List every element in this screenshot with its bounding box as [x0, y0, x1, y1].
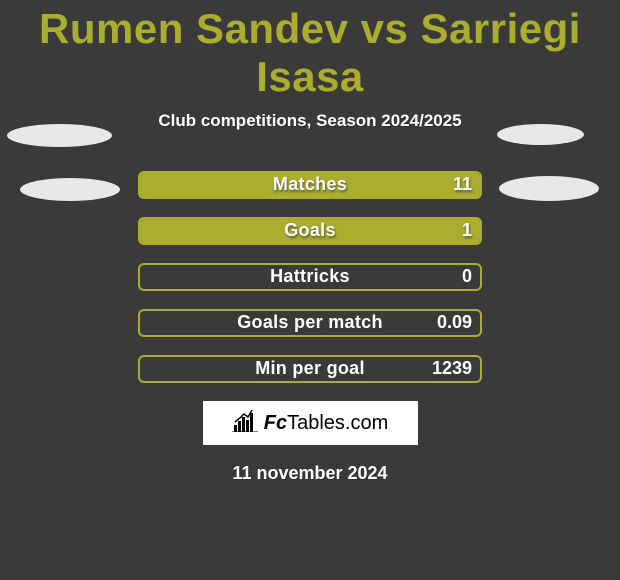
stat-value-right: 1	[462, 220, 472, 241]
stats-container: Matches11 Goals1 Hattricks0 Goals per match…	[0, 171, 620, 383]
stat-label: Matches	[0, 174, 620, 195]
bar-chart-icon	[232, 410, 258, 437]
page-title: Rumen Sandev vs Sarriegi Isasa	[0, 0, 620, 101]
stat-row: Matches11	[0, 171, 620, 199]
stat-label: Goals	[0, 220, 620, 241]
logo-text-rest: Tables.com	[287, 412, 388, 434]
stat-row: Goals1	[0, 217, 620, 245]
logo-box[interactable]: FcTables.com	[203, 401, 418, 445]
stat-value-right: 0	[462, 266, 472, 287]
stat-label: Goals per match	[0, 312, 620, 333]
logo-text-bold: Fc	[264, 412, 287, 434]
stat-value-right: 11	[453, 174, 472, 195]
stat-label: Hattricks	[0, 266, 620, 287]
stat-row: Hattricks0	[0, 263, 620, 291]
ellipse-right-1	[497, 124, 584, 145]
stat-value-right: 1239	[432, 358, 472, 379]
date-text: 11 november 2024	[0, 463, 620, 484]
logo-text: FcTables.com	[264, 412, 389, 435]
stat-row: Min per goal1239	[0, 355, 620, 383]
stat-row: Goals per match0.09	[0, 309, 620, 337]
stat-value-right: 0.09	[437, 312, 472, 333]
ellipse-left-1	[7, 124, 112, 147]
stat-label: Min per goal	[0, 358, 620, 379]
